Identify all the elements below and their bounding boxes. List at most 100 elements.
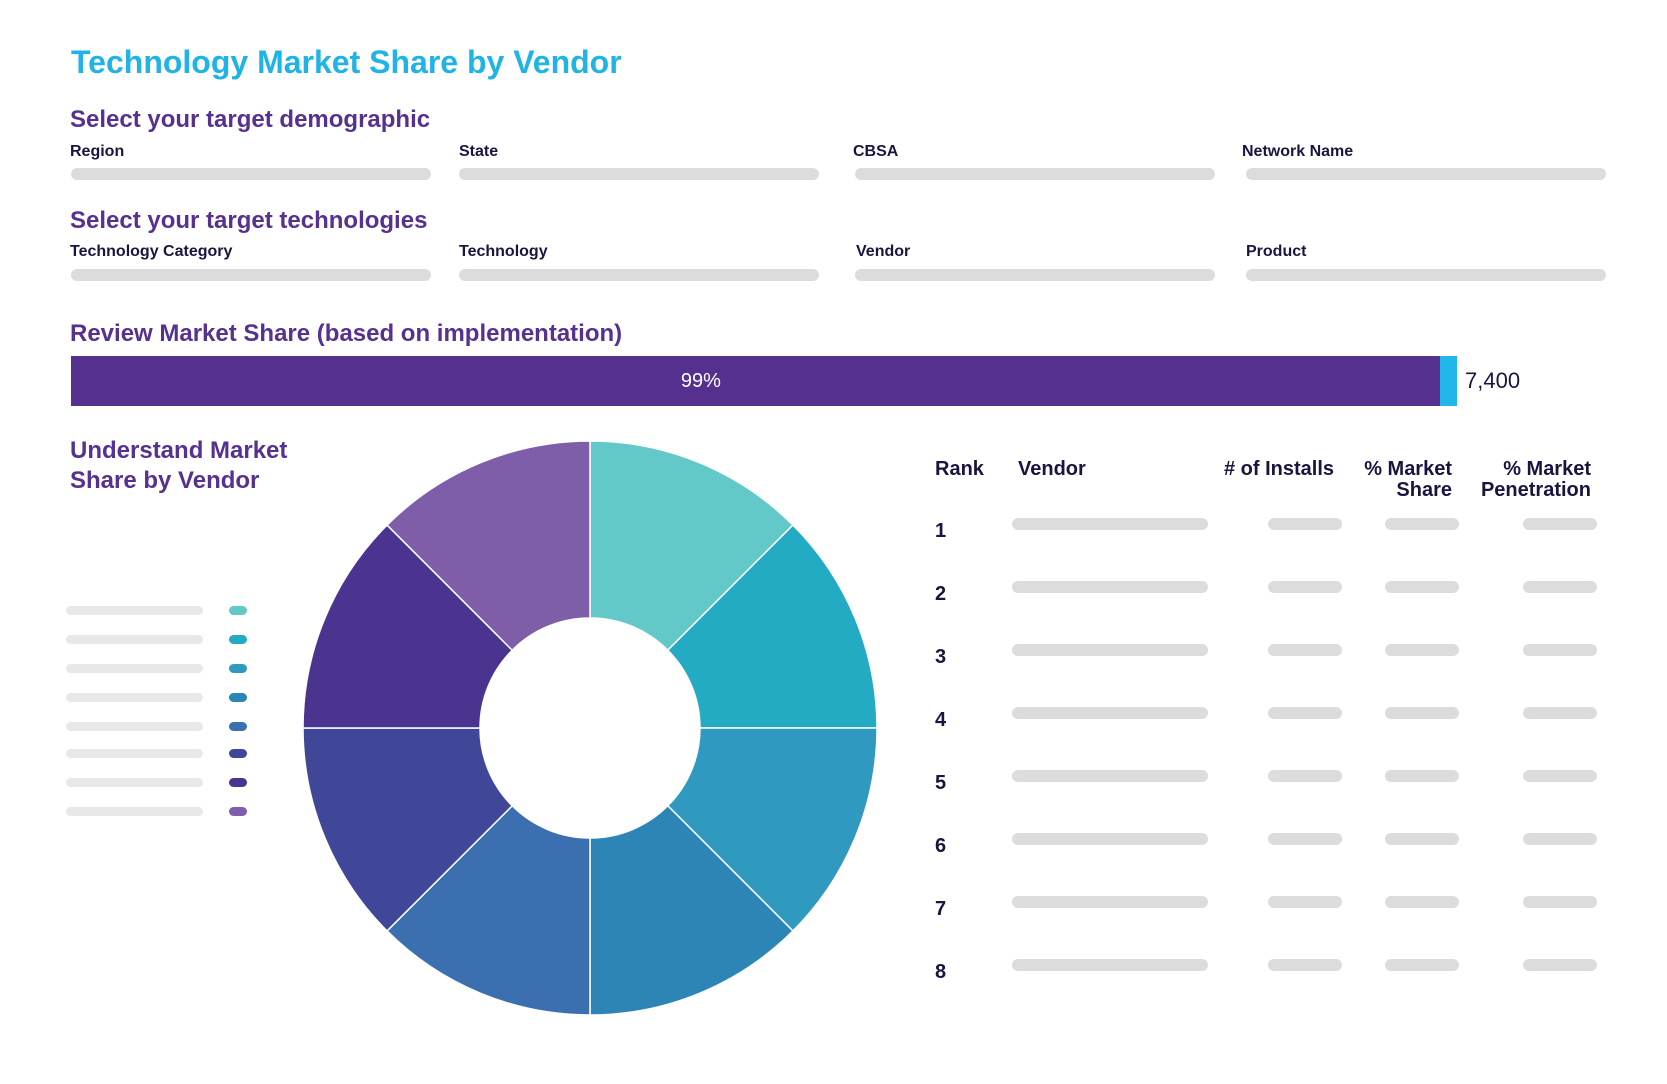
donut-slice bbox=[589, 440, 795, 652]
rank-cell: 6 bbox=[935, 835, 947, 857]
installs-cell bbox=[1268, 770, 1342, 782]
donut-slice bbox=[385, 804, 591, 1016]
vendor-cell bbox=[1012, 770, 1208, 782]
table-row: 1 bbox=[935, 518, 1615, 544]
legend-swatch bbox=[229, 749, 247, 758]
market-share-fill bbox=[71, 356, 1441, 406]
donut-slice bbox=[302, 727, 514, 933]
market-share-header: % Market Share bbox=[1355, 459, 1452, 501]
region-select[interactable] bbox=[71, 168, 431, 180]
legend-swatch bbox=[229, 664, 247, 673]
installs-cell bbox=[1268, 581, 1342, 593]
market-share-heading: Review Market Share (based on implementa… bbox=[70, 320, 623, 347]
share-cell bbox=[1385, 833, 1459, 845]
legend-swatch bbox=[229, 778, 247, 787]
vendor-chart-heading-line1: Understand Market bbox=[70, 437, 288, 464]
installs-cell bbox=[1268, 959, 1342, 971]
legend-label bbox=[66, 722, 203, 731]
page-title: Technology Market Share by Vendor bbox=[71, 44, 622, 80]
market-penetration-header-line1: % Market bbox=[1503, 458, 1591, 480]
market-share-header-line1: % Market bbox=[1364, 458, 1452, 480]
table-row: 6 bbox=[935, 833, 1615, 859]
rank-header: Rank bbox=[935, 458, 984, 480]
technology-select[interactable] bbox=[459, 269, 819, 281]
rank-cell: 3 bbox=[935, 646, 947, 668]
legend-swatch bbox=[229, 722, 247, 731]
penetration-cell bbox=[1523, 644, 1597, 656]
vendor-cell bbox=[1012, 833, 1208, 845]
product-label: Product bbox=[1246, 243, 1307, 260]
rank-cell: 7 bbox=[935, 898, 947, 920]
installs-cell bbox=[1268, 707, 1342, 719]
rank-cell: 2 bbox=[935, 583, 947, 605]
table-row: 7 bbox=[935, 896, 1615, 922]
installs-cell bbox=[1268, 644, 1342, 656]
donut-slice bbox=[589, 804, 795, 1016]
table-row: 8 bbox=[935, 959, 1615, 985]
vendor-header: Vendor bbox=[1018, 458, 1086, 480]
installs-header: # of Installs bbox=[1224, 458, 1335, 480]
legend-swatch bbox=[229, 807, 247, 816]
market-penetration-header: % Market Penetration bbox=[1469, 459, 1591, 501]
table-row: 5 bbox=[935, 770, 1615, 796]
installs-cell bbox=[1268, 833, 1342, 845]
legend-label bbox=[66, 606, 203, 615]
legend-label bbox=[66, 778, 203, 787]
vendor-table: Rank Vendor # of Installs % Market Share… bbox=[935, 455, 1615, 995]
penetration-cell bbox=[1523, 896, 1597, 908]
market-share-header-line2: Share bbox=[1396, 479, 1452, 501]
vendor-donut-chart bbox=[302, 440, 878, 1016]
legend-label bbox=[66, 693, 203, 702]
state-label: State bbox=[459, 143, 499, 160]
legend-label bbox=[66, 749, 203, 758]
market-share-percent: 99% bbox=[680, 369, 721, 392]
donut-slice bbox=[666, 727, 878, 933]
region-label: Region bbox=[70, 143, 125, 160]
donut-slice bbox=[385, 440, 591, 652]
technology-label: Technology bbox=[459, 243, 548, 260]
technologies-heading: Select your target technologies bbox=[70, 207, 428, 234]
table-row: 4 bbox=[935, 707, 1615, 733]
legend-swatch bbox=[229, 635, 247, 644]
donut-slice bbox=[666, 523, 878, 729]
cbsa-label: CBSA bbox=[853, 143, 899, 160]
penetration-cell bbox=[1523, 707, 1597, 719]
legend-swatch bbox=[229, 606, 247, 615]
technology-category-select[interactable] bbox=[71, 269, 431, 281]
vendor-select[interactable] bbox=[855, 269, 1215, 281]
rank-cell: 8 bbox=[935, 961, 947, 983]
rank-cell: 1 bbox=[935, 520, 947, 542]
vendor-cell bbox=[1012, 644, 1208, 656]
market-share-bar: 99% bbox=[71, 356, 1457, 406]
penetration-cell bbox=[1523, 581, 1597, 593]
share-cell bbox=[1385, 770, 1459, 782]
installs-cell bbox=[1268, 896, 1342, 908]
technology-category-label: Technology Category bbox=[70, 243, 233, 260]
network-name-select[interactable] bbox=[1246, 168, 1606, 180]
share-cell bbox=[1385, 707, 1459, 719]
state-select[interactable] bbox=[459, 168, 819, 180]
vendor-label: Vendor bbox=[856, 243, 911, 260]
donut-slice bbox=[302, 523, 514, 729]
vendor-cell bbox=[1012, 896, 1208, 908]
table-row: 3 bbox=[935, 644, 1615, 670]
vendor-cell bbox=[1012, 707, 1208, 719]
share-cell bbox=[1385, 581, 1459, 593]
share-cell bbox=[1385, 896, 1459, 908]
penetration-cell bbox=[1523, 770, 1597, 782]
legend-label bbox=[66, 807, 203, 816]
vendor-cell bbox=[1012, 959, 1208, 971]
legend-swatch bbox=[229, 693, 247, 702]
cbsa-select[interactable] bbox=[855, 168, 1215, 180]
network-name-label: Network Name bbox=[1242, 143, 1354, 160]
market-share-remainder bbox=[1440, 356, 1457, 406]
vendor-cell bbox=[1012, 518, 1208, 530]
rank-cell: 4 bbox=[935, 709, 947, 731]
share-cell bbox=[1385, 644, 1459, 656]
vendor-cell bbox=[1012, 581, 1208, 593]
legend-label bbox=[66, 635, 203, 644]
vendor-legend bbox=[66, 606, 256, 826]
vendor-chart-heading-line2: Share by Vendor bbox=[70, 467, 260, 494]
product-select[interactable] bbox=[1246, 269, 1606, 281]
table-row: 2 bbox=[935, 581, 1615, 607]
